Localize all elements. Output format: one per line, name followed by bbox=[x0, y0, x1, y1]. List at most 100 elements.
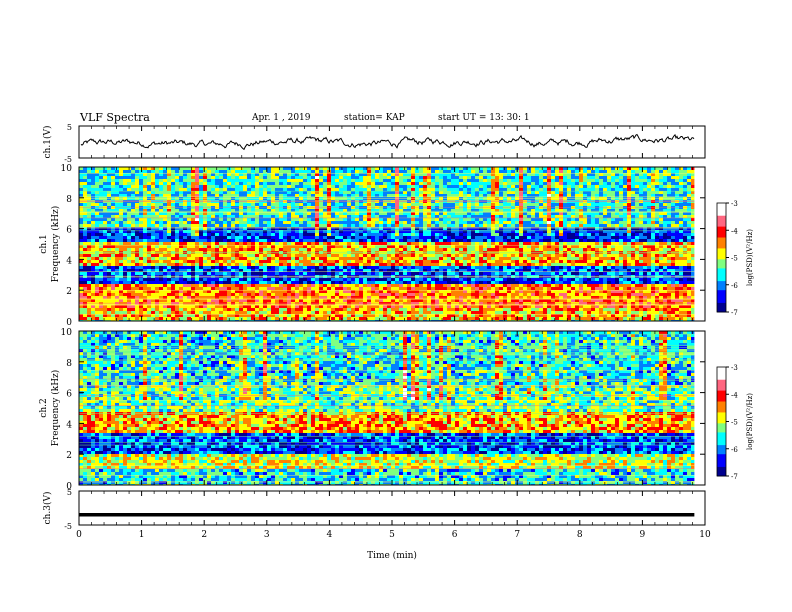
ch1-spectrogram-cell bbox=[439, 182, 443, 185]
ch1-spectrogram-cell bbox=[127, 260, 131, 263]
ch1-spectrogram-cell bbox=[207, 293, 211, 296]
ch1-spectrogram-cell bbox=[307, 188, 311, 191]
ch1-spectrogram-cell bbox=[315, 290, 319, 293]
ch1-spectrogram-cell bbox=[287, 299, 291, 302]
ch1-spectrogram-cell bbox=[247, 179, 251, 182]
ch1-spectrogram-cell bbox=[363, 170, 367, 173]
ch1-spectrogram-cell bbox=[151, 308, 155, 311]
ch1-spectrogram-cell bbox=[239, 269, 243, 272]
ch1-spectrogram-cell bbox=[199, 242, 203, 245]
ch1-spectrogram-cell bbox=[267, 293, 271, 296]
ch1-spectrogram-cell bbox=[311, 236, 315, 239]
ch1-spectrogram-cell bbox=[83, 269, 87, 272]
ch1-spectrogram-cell bbox=[175, 269, 179, 272]
ch1-spectrogram-cell bbox=[139, 236, 143, 239]
ch1-spectrogram-cell bbox=[111, 296, 115, 299]
ch1-spectrogram-cell bbox=[87, 203, 91, 206]
ch1-spectrogram-cell bbox=[135, 308, 139, 311]
ch1-spectrogram-cell bbox=[247, 314, 251, 317]
ch1-spectrogram-cell bbox=[95, 227, 99, 230]
ch1-spectrogram-cell bbox=[435, 278, 439, 281]
ch1-spectrogram-cell bbox=[395, 230, 399, 233]
ch1-spectrogram-cell bbox=[163, 227, 167, 230]
ch1-spectrogram-cell bbox=[431, 308, 435, 311]
ch1-spectrogram-cell bbox=[371, 185, 375, 188]
ch1-spectrogram-cell bbox=[319, 314, 323, 317]
ch1-spectrogram-cell bbox=[259, 284, 263, 287]
ch1-spectrogram-cell bbox=[295, 305, 299, 308]
ch1-spectrogram-cell bbox=[175, 185, 179, 188]
ch1-spectrogram-cell bbox=[315, 218, 319, 221]
ch1-spectrogram-cell bbox=[387, 245, 391, 248]
ch1-spectrogram-cell bbox=[239, 173, 243, 176]
ch1-spectrogram-cell bbox=[351, 218, 355, 221]
ch1-spectrogram-cell bbox=[151, 299, 155, 302]
ch1-spectrogram-cell bbox=[355, 179, 359, 182]
ch1-spectrogram-cell bbox=[291, 203, 295, 206]
ch1-spectrogram-cell bbox=[439, 179, 443, 182]
ch1-spectrogram-cell bbox=[399, 296, 403, 299]
ch1-spectrogram-cell bbox=[171, 272, 175, 275]
ch1-spectrogram-cell bbox=[255, 314, 259, 317]
ch1-spectrogram-cell bbox=[291, 191, 295, 194]
ch1-spectrogram-cell bbox=[195, 296, 199, 299]
ch1-spectrogram-cell bbox=[259, 185, 263, 188]
ch1-spectrogram-cell bbox=[311, 278, 315, 281]
ch1-spectrogram-cell bbox=[347, 188, 351, 191]
ch1-spectrogram-cell bbox=[311, 293, 315, 296]
ch1-spectrogram-cell bbox=[203, 182, 207, 185]
ch1-spectrogram-cell bbox=[311, 290, 315, 293]
ch1-spectrogram-cell bbox=[363, 242, 367, 245]
ch1-spectrogram-cell bbox=[407, 305, 411, 308]
ch1-spectrogram-cell bbox=[407, 293, 411, 296]
ch1-spectrogram-cell bbox=[175, 284, 179, 287]
ch1-spectrogram-cell bbox=[271, 179, 275, 182]
ch1-spectrogram-cell bbox=[227, 185, 231, 188]
ch1-spectrogram-cell bbox=[235, 185, 239, 188]
ch1-spectrogram-cell bbox=[351, 242, 355, 245]
ch1-spectrogram-cell bbox=[103, 314, 107, 317]
ch1-spectrogram-cell bbox=[175, 290, 179, 293]
ch1-spectrogram-cell bbox=[331, 212, 335, 215]
ch1-spectrogram-cell bbox=[147, 218, 151, 221]
ch1-spectrogram-cell bbox=[143, 296, 147, 299]
ch1-spectrogram-cell bbox=[227, 299, 231, 302]
ch1-spectrogram-cell bbox=[379, 179, 383, 182]
ch1-spectrogram-cell bbox=[231, 182, 235, 185]
ch1-spectrogram-cell bbox=[247, 260, 251, 263]
ch1-spectrogram-cell bbox=[311, 248, 315, 251]
ch1-spectrogram-cell bbox=[167, 191, 171, 194]
ch1-spectrogram-cell bbox=[403, 176, 407, 179]
ch1-spectrogram-cell bbox=[283, 266, 287, 269]
ch1-spectrogram-cell bbox=[263, 242, 267, 245]
ch1-spectrogram-cell bbox=[267, 245, 271, 248]
ch1-spectrogram-cell bbox=[247, 284, 251, 287]
ch1-spectrogram-cell bbox=[391, 212, 395, 215]
ch1-spectrogram-cell bbox=[351, 284, 355, 287]
ch1-spectrogram-cell bbox=[243, 224, 247, 227]
ch1-spectrogram-cell bbox=[91, 254, 95, 257]
ch1-spectrogram-cell bbox=[131, 209, 135, 212]
ch1-spectrogram-cell bbox=[119, 233, 123, 236]
ch1-spectrogram-cell bbox=[191, 209, 195, 212]
ch1-spectrogram-cell bbox=[271, 272, 275, 275]
ch1-spectrogram-cell bbox=[115, 299, 119, 302]
ch1-spectrogram-cell bbox=[183, 188, 187, 191]
ch1-spectrogram-cell bbox=[267, 260, 271, 263]
ch1-spectrogram-cell bbox=[139, 296, 143, 299]
ch1-spectrogram-cell bbox=[439, 167, 443, 170]
ch1-spectrogram-cell bbox=[135, 257, 139, 260]
ch1-spectrogram-cell bbox=[355, 299, 359, 302]
ch1-spectrogram-cell bbox=[99, 254, 103, 257]
ch1-spectrogram-cell bbox=[227, 242, 231, 245]
ch1-spectrogram-cell bbox=[163, 257, 167, 260]
ch1-spectrogram-cell bbox=[99, 272, 103, 275]
ch1-spectrogram-cell bbox=[335, 227, 339, 230]
ch1-spectrogram-cell bbox=[335, 314, 339, 317]
ch1-spectrogram-cell bbox=[343, 260, 347, 263]
ch1-spectrogram-cell bbox=[203, 281, 207, 284]
ch1-spectrogram-cell bbox=[175, 182, 179, 185]
ch1-spectrogram-cell bbox=[299, 227, 303, 230]
ch1-spectrogram-cell bbox=[351, 230, 355, 233]
ch1-spectrogram-cell bbox=[375, 317, 379, 320]
